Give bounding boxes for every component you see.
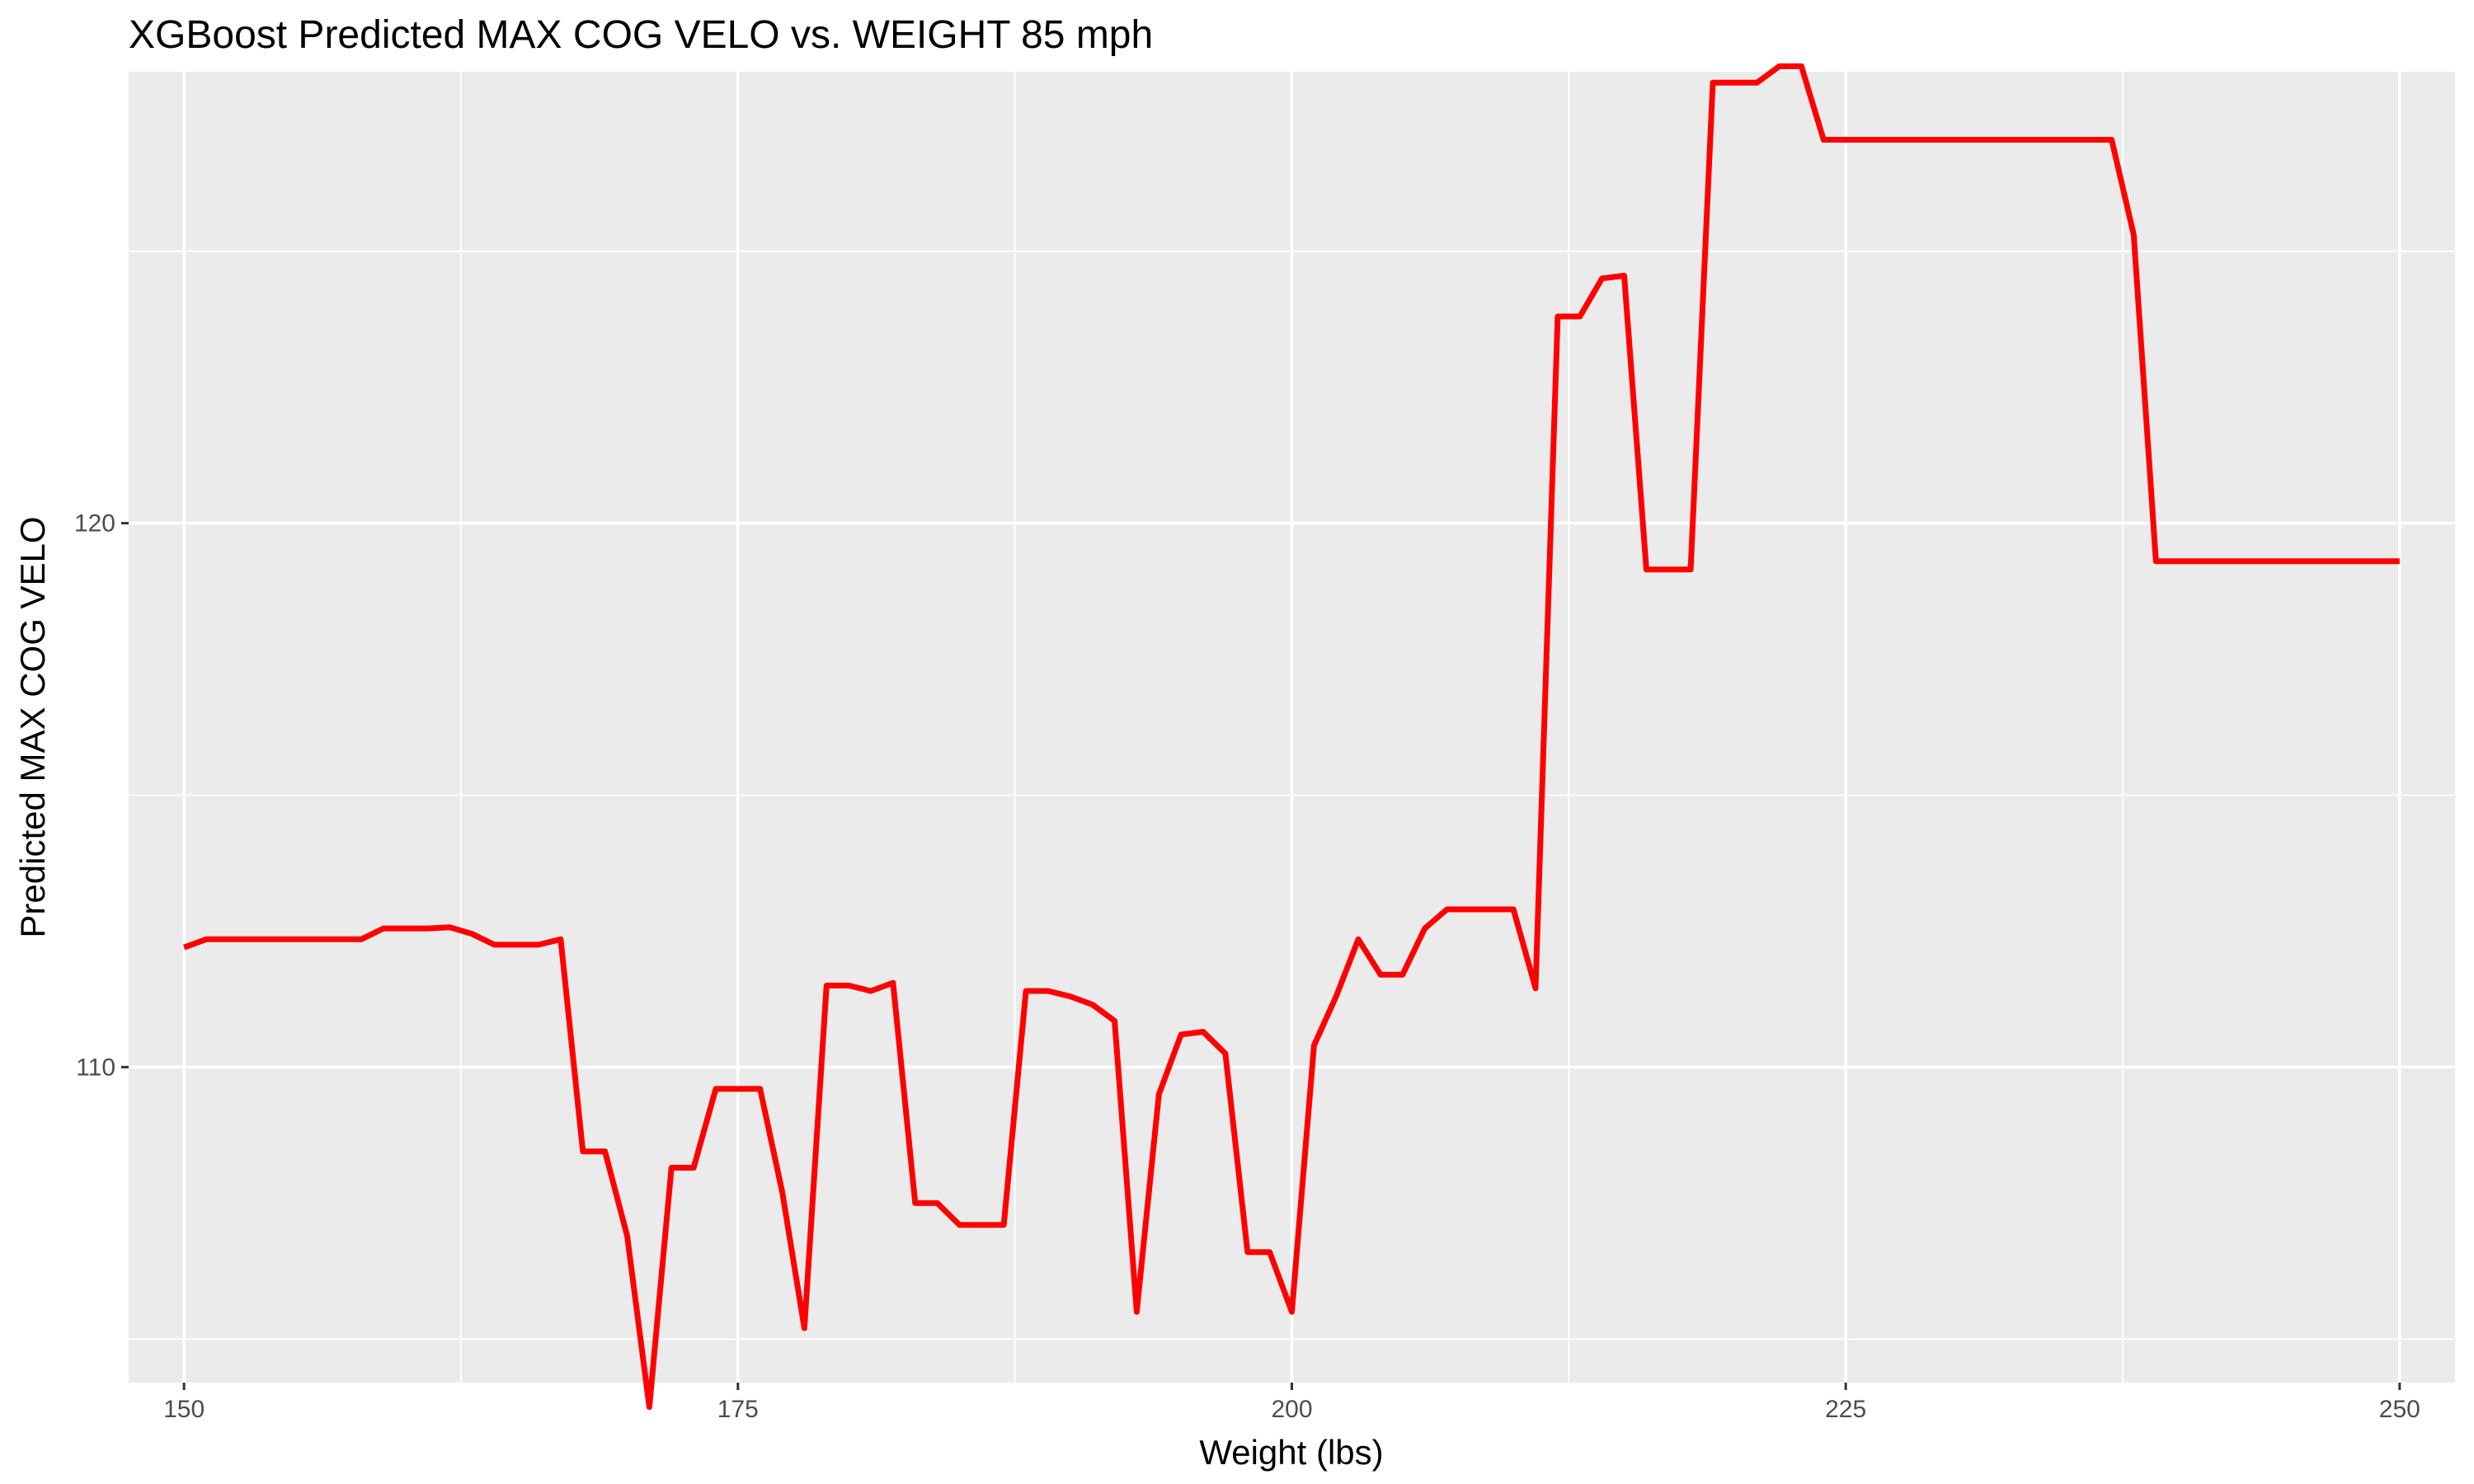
y-axis-title: Predicted MAX COG VELO (13, 516, 52, 937)
y-tick-label: 110 (76, 1054, 115, 1081)
x-tick-label: 250 (2379, 1396, 2420, 1423)
x-tick-label: 150 (163, 1396, 205, 1423)
series-line (182, 63, 2400, 1411)
x-tick-label: 225 (1825, 1396, 1866, 1423)
chart-title: XGBoost Predicted MAX COG VELO vs. WEIGH… (129, 13, 1153, 57)
y-tick-label: 120 (74, 510, 115, 538)
x-tick-label: 200 (1271, 1396, 1312, 1423)
gridlines (129, 72, 2455, 1383)
x-tick-label: 175 (717, 1396, 759, 1423)
axes: 150 175 200 225 250 110 120 (74, 510, 2420, 1423)
series-layer (182, 63, 2400, 1411)
x-axis-title: Weight (lbs) (1199, 1433, 1383, 1472)
